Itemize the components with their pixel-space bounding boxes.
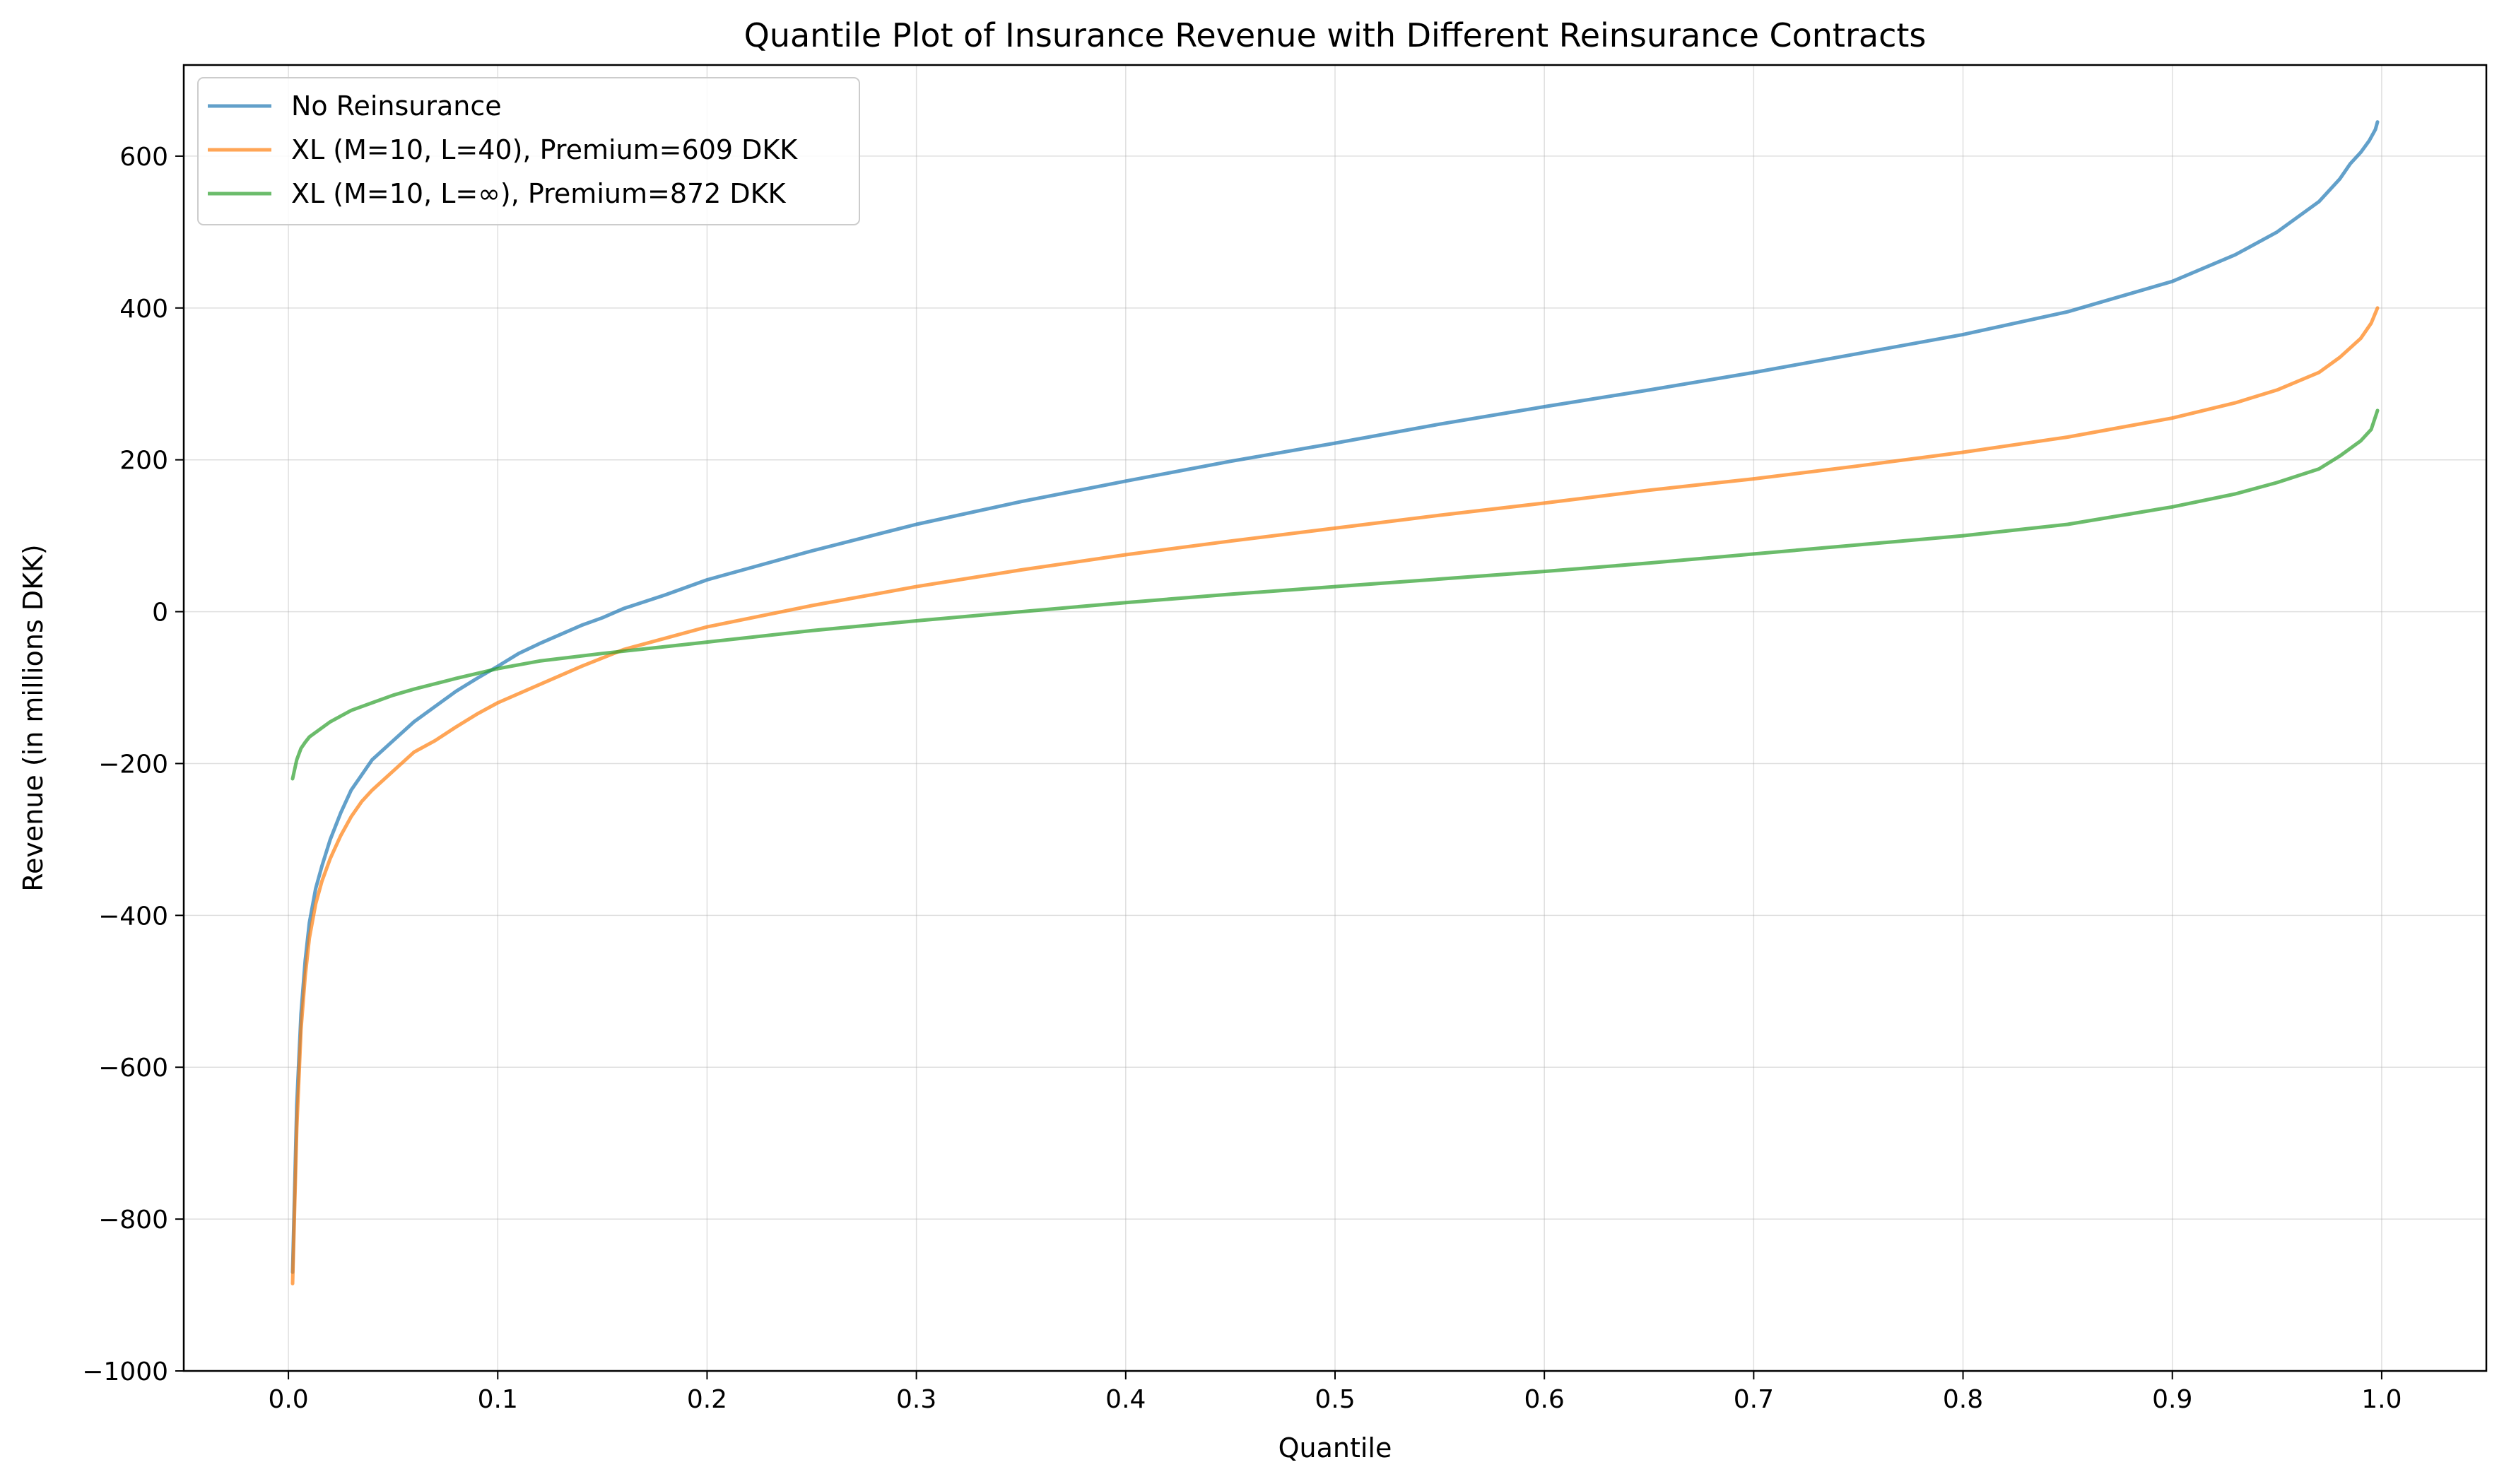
x-tick-label: 0.0 [268, 1385, 308, 1414]
x-tick-label: 0.6 [1524, 1385, 1565, 1414]
y-tick-label: 600 [119, 143, 168, 172]
legend: No Reinsurance XL (M=10, L=40), Premium=… [197, 77, 860, 225]
y-tick-label: −1000 [82, 1358, 168, 1386]
legend-box [197, 77, 860, 225]
x-tick-label: 0.5 [1315, 1385, 1355, 1414]
y-tick-label: 200 [119, 447, 168, 476]
x-tick-label: 1.0 [2361, 1385, 2402, 1414]
x-tick-label: 0.2 [687, 1385, 727, 1414]
y-tick-label: −800 [98, 1206, 168, 1235]
legend-label: No Reinsurance [291, 90, 502, 122]
x-tick-label: 0.9 [2152, 1385, 2192, 1414]
legend-label: XL (M=10, L=∞), Premium=872 DKK [291, 178, 787, 209]
legend-label: XL (M=10, L=40), Premium=609 DKK [291, 134, 798, 165]
y-tick-label: 0 [152, 599, 168, 628]
series-line-1 [290, 306, 2380, 1285]
legend-entry-xl-l40: XL (M=10, L=40), Premium=609 DKK [208, 134, 798, 165]
y-tick-label: 400 [119, 295, 168, 324]
chart-title: Quantile Plot of Insurance Revenue with … [744, 16, 1927, 54]
series-line-0 [290, 120, 2380, 1274]
series-line-2 [290, 408, 2380, 781]
legend-entry-no-reinsurance: No Reinsurance [208, 90, 502, 122]
x-tick-label: 0.4 [1105, 1385, 1146, 1414]
y-tick-label: −400 [98, 902, 168, 931]
axis-ticks: 0.0 0.1 0.2 0.3 0.4 0.5 0.6 0.7 0.8 0.9 1.0 −1000 −8… [82, 143, 2402, 1414]
y-tick-label: −200 [98, 750, 168, 779]
y-axis-label: Revenue (in millions DKK) [18, 544, 49, 892]
legend-entry-xl-unlimited: XL (M=10, L=∞), Premium=872 DKK [208, 178, 787, 209]
x-tick-label: 0.8 [1943, 1385, 1983, 1414]
x-axis-label: Quantile [1279, 1432, 1392, 1464]
series-lines [290, 120, 2380, 1285]
y-tick-label: −600 [98, 1054, 168, 1083]
x-tick-label: 0.7 [1734, 1385, 1774, 1414]
x-tick-label: 0.1 [478, 1385, 518, 1414]
x-tick-label: 0.3 [896, 1385, 936, 1414]
grid [184, 65, 2486, 1372]
